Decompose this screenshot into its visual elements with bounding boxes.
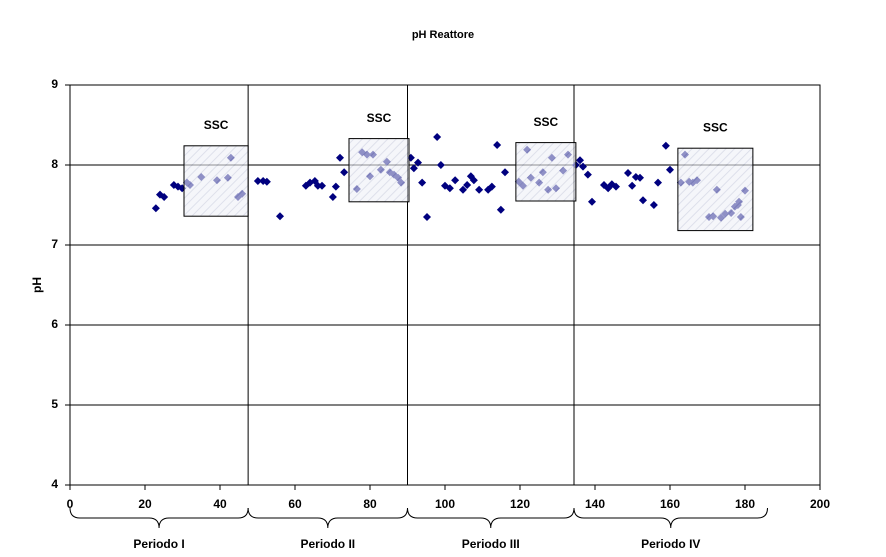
point [654, 178, 662, 187]
point [583, 170, 592, 179]
point [579, 162, 587, 171]
point [318, 181, 326, 190]
y-tick-label: 5 [51, 397, 58, 411]
point [451, 176, 460, 185]
point [493, 141, 502, 149]
period-label: Periodo I [133, 537, 184, 551]
point [328, 193, 337, 201]
point [340, 168, 349, 177]
point [636, 173, 644, 182]
chart-title: pH Reattore [412, 29, 474, 41]
period-brace [573, 507, 768, 529]
ssc-box [348, 138, 410, 203]
point [459, 185, 467, 194]
point [501, 168, 509, 177]
y-tick-label: 9 [51, 77, 58, 91]
point [639, 196, 647, 205]
point [276, 212, 284, 221]
y-tick-label: 8 [51, 157, 58, 171]
point [588, 197, 596, 206]
x-tick-label: 160 [660, 497, 680, 511]
y-tick-label: 6 [51, 317, 58, 331]
x-tick-label: 100 [435, 497, 455, 511]
point [496, 205, 505, 214]
y-tick-label: 7 [51, 237, 58, 251]
point [433, 133, 442, 141]
y-axis-label: pH [30, 277, 44, 293]
point [612, 182, 620, 191]
point [469, 176, 478, 185]
ssc-label: SSC [367, 111, 392, 125]
period-brace [247, 507, 408, 529]
point [463, 181, 472, 189]
point [445, 184, 454, 193]
ssc-box [515, 142, 577, 202]
period-label: Periodo IV [641, 537, 700, 551]
point [414, 158, 422, 167]
x-tick-label: 60 [288, 497, 302, 511]
point [160, 193, 169, 201]
x-tick-label: 0 [67, 497, 74, 511]
point [331, 182, 340, 191]
point [409, 164, 418, 173]
period-label: Periodo II [300, 537, 355, 551]
point [487, 182, 496, 191]
ssc-label: SSC [204, 118, 229, 132]
point [436, 161, 445, 169]
x-tick-label: 80 [363, 497, 377, 511]
point [262, 177, 271, 186]
point [475, 185, 484, 194]
point [624, 169, 632, 177]
x-tick-label: 200 [810, 497, 830, 511]
x-tick-label: 120 [510, 497, 530, 511]
point [253, 177, 262, 185]
x-tick-label: 140 [585, 497, 605, 511]
point [666, 165, 674, 174]
y-tick-label: 4 [51, 477, 58, 491]
period-brace [407, 507, 575, 529]
ssc-label: SSC [534, 115, 559, 129]
point [649, 201, 658, 209]
point [151, 204, 160, 213]
point [313, 181, 322, 190]
ssc-box [183, 145, 249, 217]
point [336, 153, 344, 162]
ssc-box [677, 147, 754, 232]
point [423, 213, 431, 221]
period-label: Periodo III [462, 537, 520, 551]
point [628, 181, 637, 190]
period-brace [69, 507, 249, 529]
x-tick-label: 20 [138, 497, 152, 511]
x-tick-label: 40 [213, 497, 227, 511]
x-tick-label: 180 [735, 497, 755, 511]
plot-area [69, 84, 821, 486]
point [661, 141, 670, 150]
point [418, 178, 427, 187]
point [576, 156, 584, 165]
ssc-label: SSC [703, 120, 728, 134]
